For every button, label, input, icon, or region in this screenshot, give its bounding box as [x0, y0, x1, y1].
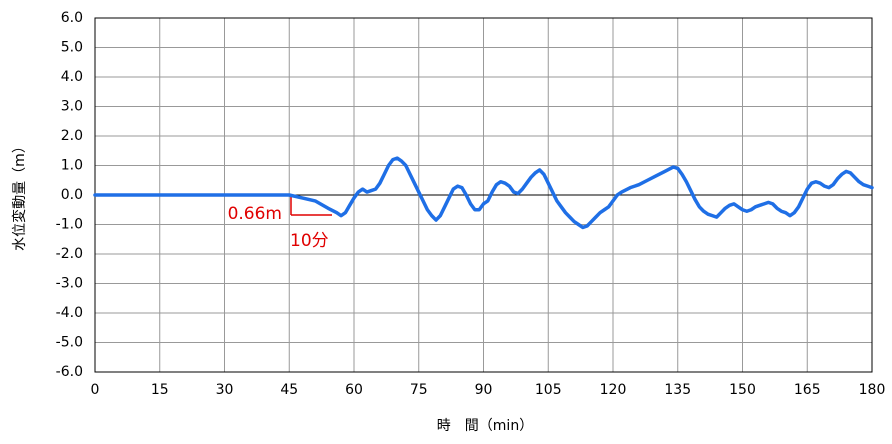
x-axis-label: 時 間（min） — [437, 418, 533, 434]
x-tick-label: 15 — [151, 382, 169, 398]
y-tick-label: -3.0 — [56, 276, 83, 292]
y-tick-label: 6.0 — [61, 10, 83, 26]
x-tick-label: 150 — [729, 382, 756, 398]
x-tick-label: 0 — [91, 382, 100, 398]
x-tick-label: 60 — [345, 382, 363, 398]
x-tick-label: 90 — [475, 382, 493, 398]
y-tick-label: 0.0 — [61, 187, 83, 203]
y-tick-label: 1.0 — [61, 158, 83, 174]
y-tick-label: -4.0 — [56, 305, 83, 321]
y-tick-label: 2.0 — [61, 128, 83, 144]
x-tick-label: 105 — [535, 382, 562, 398]
x-tick-label: 30 — [216, 382, 234, 398]
x-tick-label: 180 — [859, 382, 886, 398]
x-tick-label: 120 — [600, 382, 627, 398]
y-axis-label: 水位変動量（m） — [11, 139, 28, 251]
y-tick-label: 3.0 — [61, 99, 83, 115]
y-tick-label: -2.0 — [56, 246, 83, 262]
data-line — [93, 156, 874, 230]
x-tick-label: 45 — [280, 382, 298, 398]
y-tick-label: -1.0 — [56, 217, 83, 233]
annotation: 10分 — [290, 231, 329, 251]
x-tick-label: 165 — [794, 382, 821, 398]
y-tick-label: -6.0 — [56, 364, 83, 380]
annotation: 0.66m — [228, 204, 282, 224]
y-tick-label: 5.0 — [61, 40, 83, 56]
y-tick-label: -5.0 — [56, 335, 83, 351]
y-tick-label: 4.0 — [61, 69, 83, 85]
x-tick-label: 135 — [664, 382, 691, 398]
x-tick-label: 75 — [410, 382, 428, 398]
